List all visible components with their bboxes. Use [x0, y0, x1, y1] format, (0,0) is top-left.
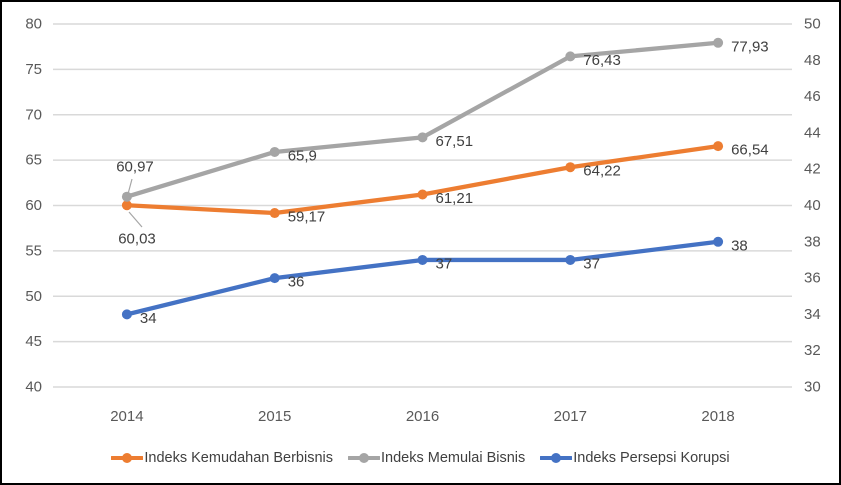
series-line-0 — [124, 143, 721, 216]
left-axis-tick: 45 — [25, 333, 42, 350]
data-point — [417, 254, 428, 265]
data-point — [121, 200, 132, 211]
data-point — [417, 132, 428, 143]
data-label: 77,93 — [731, 38, 769, 55]
left-axis-tick: 70 — [25, 106, 42, 123]
legend-label: Indeks Persepsi Korupsi — [573, 450, 730, 466]
data-label: 76,43 — [583, 52, 621, 69]
data-label: 66,54 — [731, 142, 769, 159]
legend-marker-icon — [348, 453, 380, 463]
data-label: 37 — [436, 255, 453, 272]
data-point — [565, 162, 576, 173]
data-point — [565, 51, 576, 62]
series-line-2 — [124, 239, 721, 317]
data-label: 65,9 — [288, 147, 317, 164]
data-label: 36 — [288, 274, 305, 291]
legend-item-1: Indeks Memulai Bisnis — [348, 450, 525, 466]
right-axis-tick: 48 — [804, 52, 821, 69]
left-axis-tick: 55 — [25, 242, 42, 259]
left-axis-tick: 60 — [25, 197, 42, 214]
left-axis-tick: 40 — [25, 379, 42, 396]
right-axis-tick: 40 — [804, 197, 821, 214]
data-point — [269, 146, 280, 157]
data-point — [713, 236, 724, 247]
data-label: 60,03 — [118, 231, 156, 248]
label-leader-line — [127, 178, 133, 195]
data-label: 34 — [140, 310, 157, 327]
x-axis-tick: 2018 — [701, 408, 734, 425]
data-label: 67,51 — [436, 133, 474, 150]
data-point — [121, 309, 132, 320]
data-point — [121, 191, 132, 202]
data-point — [417, 189, 428, 200]
data-label: 38 — [731, 237, 748, 254]
x-axis-tick: 2017 — [554, 408, 587, 425]
data-label: 37 — [583, 255, 600, 272]
x-axis-tick: 2015 — [258, 408, 291, 425]
right-axis-tick: 38 — [804, 233, 821, 250]
data-label: 61,21 — [436, 190, 474, 207]
left-axis-tick: 80 — [25, 16, 42, 33]
x-axis-tick: 2016 — [406, 408, 439, 425]
left-axis-tick: 50 — [25, 288, 42, 305]
line-chart-canvas: 80 75 70 65 60 55 50 45 40 50 48 46 44 42 40 38 36 34 32 30… — [25, 16, 821, 426]
legend-label: Indeks Memulai Bisnis — [381, 450, 526, 466]
data-point — [269, 273, 280, 284]
right-axis-tick: 42 — [804, 161, 821, 178]
data-label: 64,22 — [583, 163, 621, 180]
legend-marker-icon — [111, 453, 144, 463]
legend-marker-icon — [540, 453, 573, 463]
right-axis-tick: 30 — [804, 379, 821, 396]
label-leader-line — [128, 211, 143, 228]
data-label: 59,17 — [288, 209, 326, 226]
data-point — [565, 254, 576, 265]
data-label: 60,97 — [116, 159, 154, 176]
data-point — [269, 208, 280, 219]
left-axis-tick: 75 — [25, 61, 42, 78]
left-axis-tick: 65 — [25, 152, 42, 169]
right-axis-tick: 44 — [804, 124, 821, 141]
data-point — [713, 141, 724, 152]
data-point — [713, 37, 724, 48]
right-axis-tick: 36 — [804, 270, 821, 287]
legend-item-0: Indeks Kemudahan Berbisnis — [111, 450, 333, 466]
right-axis-tick: 50 — [804, 16, 821, 33]
right-axis-tick: 34 — [804, 306, 821, 323]
legend-label: Indeks Kemudahan Berbisnis — [144, 450, 333, 466]
x-axis-tick: 2014 — [110, 408, 143, 425]
chart-legend: Indeks Kemudahan Berbisnis Indeks Memulai… — [2, 440, 839, 476]
right-axis-tick: 46 — [804, 88, 821, 105]
legend-item-2: Indeks Persepsi Korupsi — [540, 450, 730, 466]
series-line-1 — [124, 40, 721, 199]
right-axis-tick: 32 — [804, 342, 821, 359]
